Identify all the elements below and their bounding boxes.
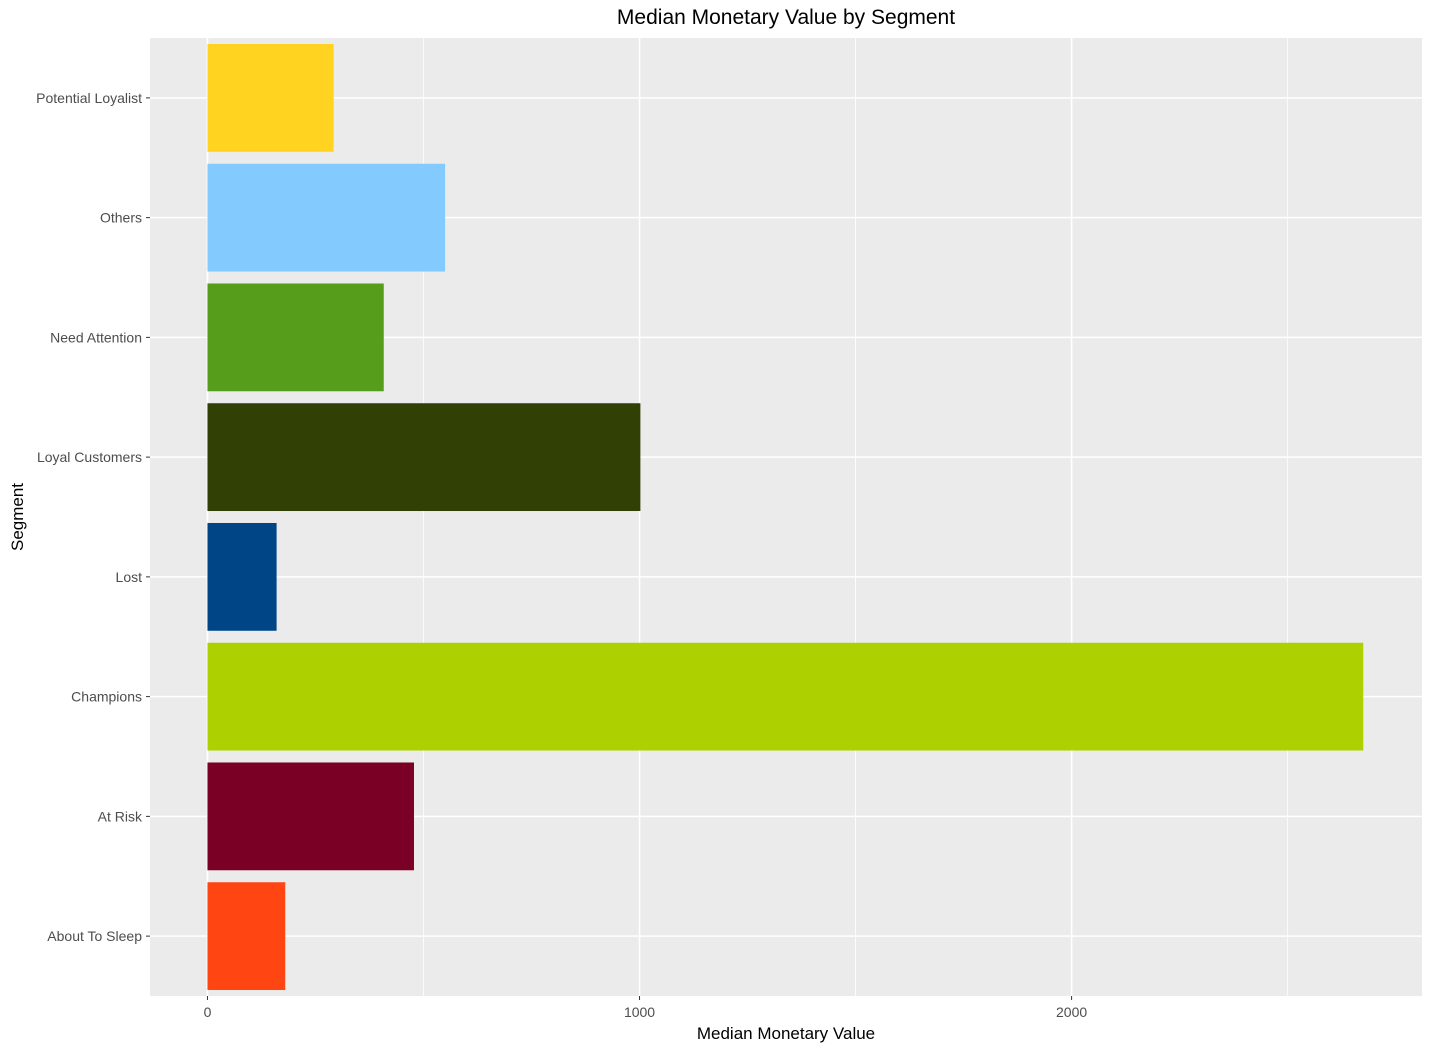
y-tick-label: Need Attention bbox=[50, 329, 142, 345]
bar-at-risk bbox=[207, 762, 414, 871]
y-axis-title: Segment bbox=[8, 482, 27, 552]
y-tick-label: Potential Loyalist bbox=[36, 90, 142, 106]
bar-about-to-sleep bbox=[207, 882, 286, 991]
y-axis: About To Sleep At Risk Champions Lost Loyal … bbox=[36, 90, 150, 944]
y-tick-label: Loyal Customers bbox=[37, 449, 142, 465]
y-tick-label: At Risk bbox=[98, 808, 143, 824]
bar-potential-loyalist bbox=[207, 43, 334, 152]
bar-others bbox=[207, 163, 446, 272]
bar-loyal-customers bbox=[207, 403, 641, 512]
y-tick-label: Others bbox=[100, 210, 142, 226]
x-tick-label: 0 bbox=[204, 1004, 212, 1020]
bar-lost bbox=[207, 522, 277, 631]
y-tick-label: Champions bbox=[71, 689, 142, 705]
x-tick-label: 1000 bbox=[624, 1004, 655, 1020]
x-axis: 0 1000 2000 bbox=[204, 996, 1087, 1020]
y-tick-label: About To Sleep bbox=[47, 928, 142, 944]
y-tick-label: Lost bbox=[116, 569, 143, 585]
x-axis-title: Median Monetary Value bbox=[696, 1024, 876, 1043]
bar-champions bbox=[207, 642, 1364, 751]
x-tick-label: 2000 bbox=[1056, 1004, 1087, 1020]
bars bbox=[207, 43, 1364, 991]
chart-title: Median Monetary Value by Segment bbox=[616, 6, 956, 29]
bar-need-attention bbox=[207, 283, 384, 392]
